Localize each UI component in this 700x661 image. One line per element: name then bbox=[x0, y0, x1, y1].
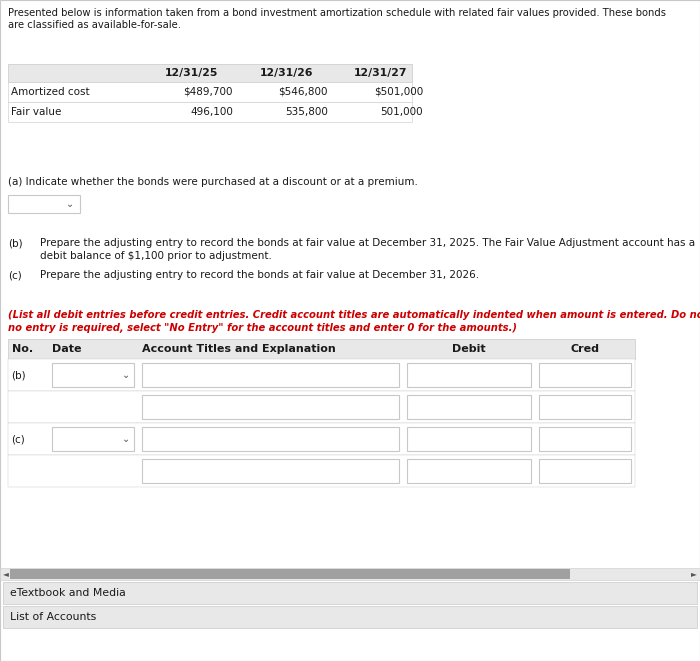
Text: (List all debit entries before credit entries. Credit account titles are automat: (List all debit entries before credit en… bbox=[8, 310, 700, 320]
Text: ⌄: ⌄ bbox=[122, 434, 130, 444]
Bar bbox=[52, 363, 134, 387]
Text: are classified as available-for-sale.: are classified as available-for-sale. bbox=[8, 20, 181, 30]
Text: $501,000: $501,000 bbox=[374, 87, 423, 97]
Bar bbox=[539, 395, 631, 419]
Text: ◄: ◄ bbox=[3, 570, 9, 578]
Bar bbox=[407, 459, 531, 483]
Text: (b): (b) bbox=[8, 238, 22, 248]
Text: Date: Date bbox=[52, 344, 81, 354]
Bar bbox=[8, 455, 635, 487]
Bar bbox=[3, 582, 697, 604]
Text: Debit: Debit bbox=[452, 344, 486, 354]
Text: $546,800: $546,800 bbox=[279, 87, 328, 97]
Text: (b): (b) bbox=[11, 370, 26, 380]
Text: 12/31/27: 12/31/27 bbox=[354, 68, 407, 78]
Bar bbox=[0, 568, 700, 580]
Text: $489,700: $489,700 bbox=[183, 87, 233, 97]
Bar bbox=[8, 339, 635, 359]
Bar bbox=[10, 569, 570, 579]
Text: No.: No. bbox=[12, 344, 33, 354]
Bar bbox=[539, 459, 631, 483]
Text: 12/31/25: 12/31/25 bbox=[165, 68, 218, 78]
Bar bbox=[8, 359, 635, 391]
Bar bbox=[8, 423, 635, 455]
Text: (a) Indicate whether the bonds were purchased at a discount or at a premium.: (a) Indicate whether the bonds were purc… bbox=[8, 177, 418, 187]
Text: Cred: Cred bbox=[570, 344, 599, 354]
Text: Fair value: Fair value bbox=[11, 107, 62, 117]
Text: ⌄: ⌄ bbox=[122, 370, 130, 380]
Text: Prepare the adjusting entry to record the bonds at fair value at December 31, 20: Prepare the adjusting entry to record th… bbox=[40, 270, 479, 280]
Text: debit balance of $1,100 prior to adjustment.: debit balance of $1,100 prior to adjustm… bbox=[40, 251, 272, 261]
Bar bbox=[8, 102, 412, 122]
Text: Presented below is information taken from a bond investment amortization schedul: Presented below is information taken fro… bbox=[8, 8, 666, 18]
Bar bbox=[8, 64, 412, 82]
Bar bbox=[142, 459, 399, 483]
Text: Account Titles and Explanation: Account Titles and Explanation bbox=[142, 344, 336, 354]
Bar bbox=[8, 195, 80, 213]
Bar bbox=[407, 395, 531, 419]
Bar bbox=[407, 363, 531, 387]
Bar bbox=[8, 82, 412, 102]
Bar bbox=[407, 427, 531, 451]
Text: eTextbook and Media: eTextbook and Media bbox=[10, 588, 126, 598]
Bar bbox=[142, 427, 399, 451]
Text: no entry is required, select "No Entry" for the account titles and enter 0 for t: no entry is required, select "No Entry" … bbox=[8, 323, 517, 333]
Bar bbox=[3, 606, 697, 628]
Text: Amortized cost: Amortized cost bbox=[11, 87, 90, 97]
Bar bbox=[8, 391, 635, 423]
Text: ⌄: ⌄ bbox=[66, 199, 74, 209]
Text: ►: ► bbox=[691, 570, 697, 578]
Text: List of Accounts: List of Accounts bbox=[10, 612, 97, 622]
Text: 12/31/26: 12/31/26 bbox=[260, 68, 314, 78]
Bar bbox=[142, 363, 399, 387]
Bar bbox=[539, 363, 631, 387]
Text: 501,000: 501,000 bbox=[380, 107, 423, 117]
Bar bbox=[539, 427, 631, 451]
Text: (c): (c) bbox=[8, 270, 22, 280]
Bar bbox=[52, 427, 134, 451]
Bar bbox=[142, 395, 399, 419]
Text: 496,100: 496,100 bbox=[190, 107, 233, 117]
Text: 535,800: 535,800 bbox=[285, 107, 328, 117]
Text: Prepare the adjusting entry to record the bonds at fair value at December 31, 20: Prepare the adjusting entry to record th… bbox=[40, 238, 695, 248]
Text: (c): (c) bbox=[11, 434, 25, 444]
